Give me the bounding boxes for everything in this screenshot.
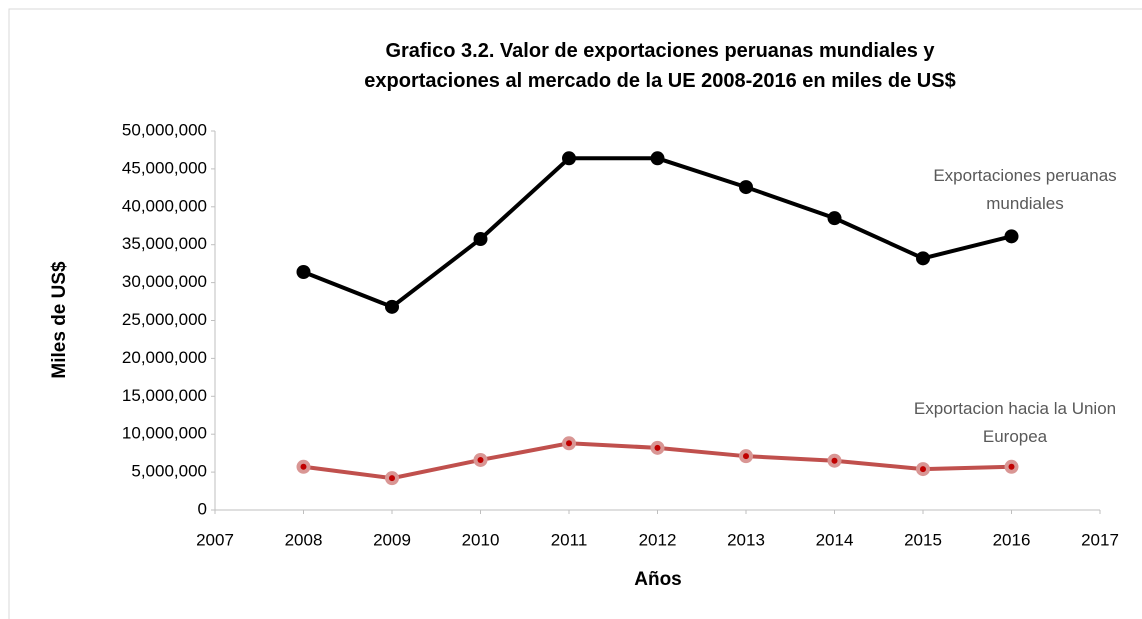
data-point-core <box>743 453 749 460</box>
series-label: Exportaciones peruanas mundiales <box>933 166 1117 213</box>
x-tick-label: 2015 <box>904 530 942 549</box>
x-tick-label: 2017 <box>1081 530 1119 549</box>
data-point <box>385 299 399 314</box>
x-tick-label: 2016 <box>993 530 1031 549</box>
y-tick-label: 40,000,000 <box>122 196 207 215</box>
y-tick-label: 30,000,000 <box>122 272 207 291</box>
data-point-core <box>389 475 395 482</box>
data-point <box>1004 229 1019 244</box>
data-point <box>473 232 488 247</box>
x-tick-label: 2011 <box>551 530 588 549</box>
y-tick-label: 45,000,000 <box>122 158 207 177</box>
y-tick-label: 0 <box>198 499 207 518</box>
data-point <box>296 264 311 279</box>
series-label: Exportacion hacia la Union Europea <box>913 399 1117 446</box>
y-tick-label: 50,000,000 <box>122 120 207 139</box>
data-point <box>827 211 842 226</box>
data-point-core <box>300 463 307 470</box>
data-point <box>739 180 753 195</box>
x-tick-label: 2007 <box>196 530 234 549</box>
y-tick-label: 10,000,000 <box>122 424 207 443</box>
data-point-core <box>920 466 926 473</box>
data-point-core <box>831 457 838 464</box>
x-tick-label: 2012 <box>639 530 677 549</box>
y-tick-label: 15,000,000 <box>122 386 207 405</box>
data-point-core <box>1008 463 1015 470</box>
x-tick-label: 2010 <box>462 530 500 549</box>
y-tick-label: 25,000,000 <box>122 310 207 329</box>
x-tick-label: 2008 <box>285 530 323 549</box>
y-axis-label: Miles de US$ <box>49 261 70 379</box>
x-tick-label: 2013 <box>727 530 765 549</box>
x-tick-label: 2009 <box>373 530 411 549</box>
data-point-core <box>654 444 661 451</box>
x-tick-label: 2014 <box>816 530 854 549</box>
series-line <box>302 156 1012 310</box>
data-point <box>916 251 930 266</box>
y-tick-label: 20,000,000 <box>122 348 207 367</box>
data-point-core <box>477 456 484 463</box>
data-point-core <box>566 440 572 447</box>
x-axis-label: Años <box>634 569 682 590</box>
chart-title: Grafico 3.2. Valor de exportaciones peru… <box>364 40 956 92</box>
y-tick-label: 5,000,000 <box>131 462 207 481</box>
y-tick-label: 35,000,000 <box>122 234 207 253</box>
chart-frame <box>8 8 1142 619</box>
data-point <box>562 151 576 166</box>
data-point <box>650 151 665 166</box>
